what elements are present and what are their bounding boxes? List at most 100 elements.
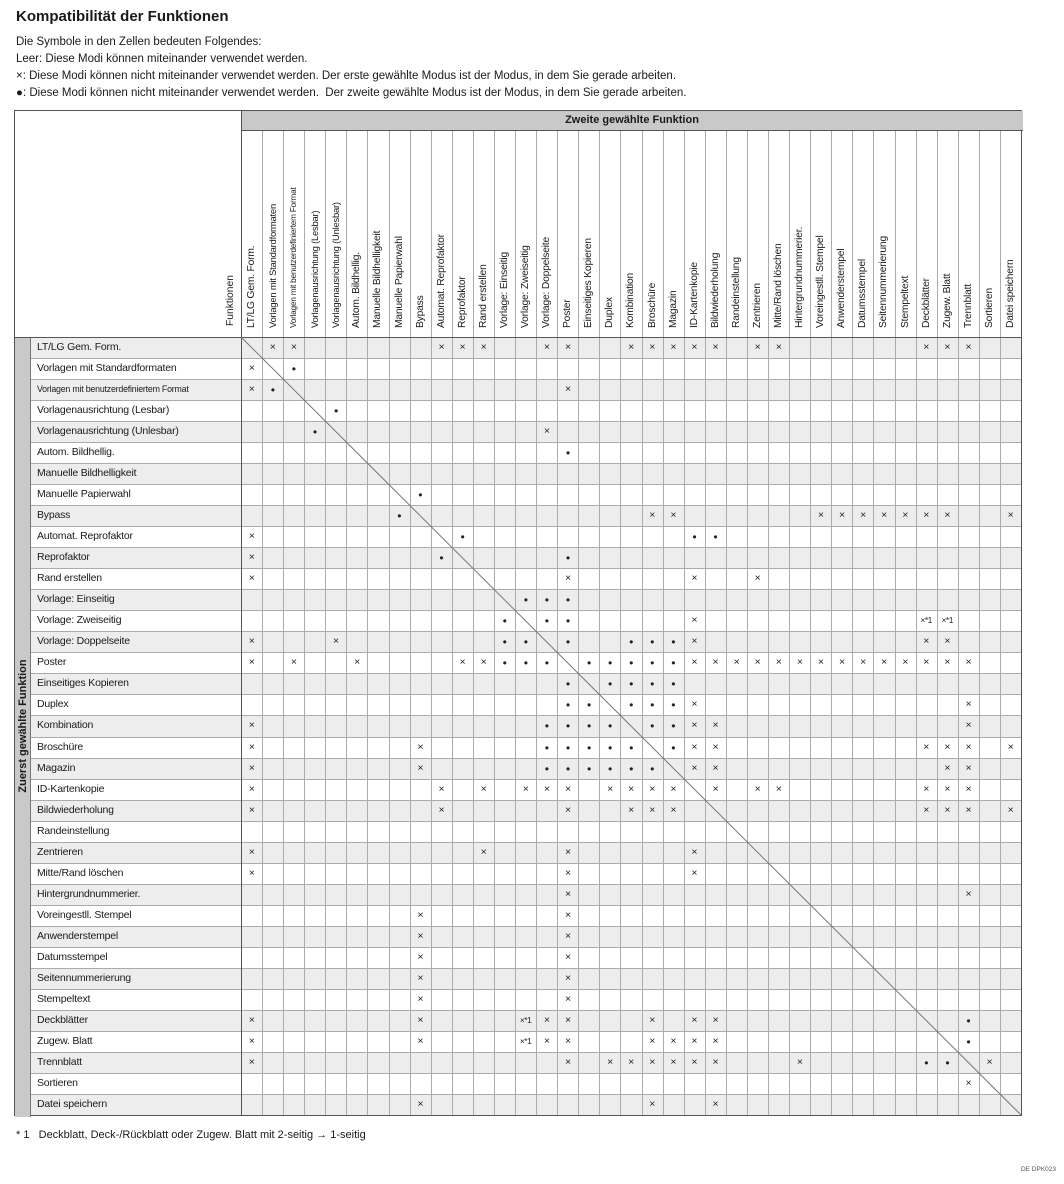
row-label: Vorlagen mit Standardformaten: [37, 362, 177, 375]
mark-x: ×: [248, 530, 255, 543]
mark-x: ×: [944, 656, 951, 669]
mark-x: ×: [248, 635, 255, 648]
mark-x: ×: [248, 1013, 255, 1026]
mark-x: ×: [649, 341, 655, 353]
col-header-label: Hintergrundnummerier.: [794, 226, 806, 328]
mark-dot: ●: [650, 721, 655, 731]
mark-dot: ●: [565, 700, 571, 710]
col-header: Vorlagenausrichtung (Lesbar): [304, 131, 325, 337]
mark-x: ×: [417, 929, 423, 942]
col-header-label: Stempeltext: [899, 275, 911, 328]
col-header-label: Zugew. Blatt: [941, 273, 953, 328]
mark-x: ×: [248, 572, 255, 585]
col-header: Rand erstellen: [473, 131, 494, 337]
mark-x: ×: [564, 887, 571, 900]
col-header-label: Magazin: [667, 290, 679, 328]
mark-x: ×: [670, 803, 676, 816]
mark-x: ×: [248, 803, 255, 816]
row-group-header: Zuerst gewählte Funktion: [15, 337, 31, 1117]
mark-x: ×: [417, 971, 423, 984]
mark-dot: ●: [607, 721, 613, 731]
legend-line-2: Leer: Diese Modi können miteinander verw…: [16, 53, 308, 65]
col-header-label: Deckblätter: [920, 278, 932, 328]
mark-x: ×: [838, 509, 845, 522]
mark-dot: ●: [565, 595, 571, 605]
col-header-label: Manuelle Papierwahl: [393, 236, 405, 328]
mark-dot: ●: [586, 700, 592, 710]
col-header: LT/LG Gem. Form.: [241, 131, 262, 337]
mark-x: ×: [775, 656, 782, 669]
mark-x: ×: [564, 1013, 571, 1026]
mark-dot: ●: [333, 406, 339, 416]
mark-dot: ●: [544, 721, 550, 731]
mark-x: ×: [459, 656, 466, 669]
mark-dot: ●: [544, 595, 550, 605]
row-label: Kombination: [37, 719, 94, 732]
row-label: Randeinstellung: [37, 824, 110, 837]
mark-x: ×: [333, 635, 339, 648]
mark-x: ×: [248, 551, 255, 564]
col-header: Zentrieren: [747, 131, 768, 337]
mark-x: ×: [712, 761, 719, 774]
mark-dot: ●: [565, 616, 571, 626]
mark-x: ×: [564, 572, 571, 585]
row-label: Bildwiederholung: [37, 803, 114, 816]
mark-x: ×: [649, 1055, 655, 1068]
mark-dot: ●: [502, 637, 507, 647]
mark-dot: ●: [607, 742, 613, 752]
mark-x: ×: [944, 509, 951, 522]
col-header: Vorlage: Doppelseite: [536, 131, 557, 337]
mark-x: ×: [1007, 509, 1014, 522]
compatibility-table: Zweite gewählte Funktion Funktionen Funk…: [14, 110, 1023, 1117]
mark-dot: ●: [713, 532, 718, 542]
col-header: Vorlagenausrichtung (Unlesbar): [325, 131, 346, 337]
mark-dot: ●: [565, 637, 571, 647]
mark-x: ×: [965, 1076, 972, 1089]
row-group-header-text: Zuerst gewählte Funktion: [17, 659, 29, 793]
row-label: Vorlage: Doppelseite: [37, 635, 130, 648]
mark-x: ×: [754, 656, 761, 669]
mark-x: ×: [923, 782, 929, 795]
mark-x: ×: [248, 1055, 255, 1068]
col-header-label: Trennblatt: [962, 284, 974, 328]
mark-x: ×: [923, 509, 929, 522]
mark-dot: ●: [565, 553, 571, 563]
col-header: Bypass: [410, 131, 431, 337]
mark-x: ×: [480, 845, 487, 858]
row-label: Anwenderstempel: [37, 929, 119, 942]
mark-x: ×: [691, 845, 698, 858]
col-header: Vorlage: Zweiseitig: [515, 131, 536, 337]
row-label: Datumsstempel: [37, 950, 108, 963]
mark-x: ×: [965, 803, 972, 816]
col-header-label: Duplex: [604, 297, 616, 328]
mark-x: ×: [691, 698, 698, 711]
col-header-label: Datumsstempel: [857, 259, 869, 328]
col-header: Automat. Reprofaktor: [431, 131, 452, 337]
col-header: Einseitiges Kopieren: [578, 131, 599, 337]
mark-x-footnote: ×*1: [920, 615, 932, 626]
row-label: Zentrieren: [37, 845, 83, 858]
col-header: Stempeltext: [895, 131, 916, 337]
mark-dot: ●: [270, 385, 276, 395]
col-header: Sortieren: [979, 131, 1000, 337]
mark-x: ×: [965, 887, 972, 900]
row-label: Bypass: [37, 509, 71, 522]
row-label: Vorlagenausrichtung (Lesbar): [37, 404, 170, 417]
mark-x: ×: [649, 803, 655, 816]
col-header: Poster: [557, 131, 578, 337]
col-header: Magazin: [663, 131, 684, 337]
col-header: Duplex: [599, 131, 620, 337]
col-header-label: ID-Kartenkopie: [688, 262, 700, 328]
mark-x: ×: [691, 866, 698, 879]
mark-x: ×: [564, 992, 571, 1005]
mark-x: ×: [881, 509, 887, 522]
mark-x: ×: [564, 908, 571, 921]
mark-x: ×: [564, 1034, 571, 1047]
col-header: Bildwiederholung: [705, 131, 726, 337]
mark-dot: ●: [502, 616, 507, 626]
mark-dot: ●: [671, 637, 676, 647]
col-header-label: Vorlagen mit Standardformaten: [267, 204, 279, 328]
mark-x: ×: [417, 761, 423, 774]
mark-dot: ●: [628, 679, 634, 689]
